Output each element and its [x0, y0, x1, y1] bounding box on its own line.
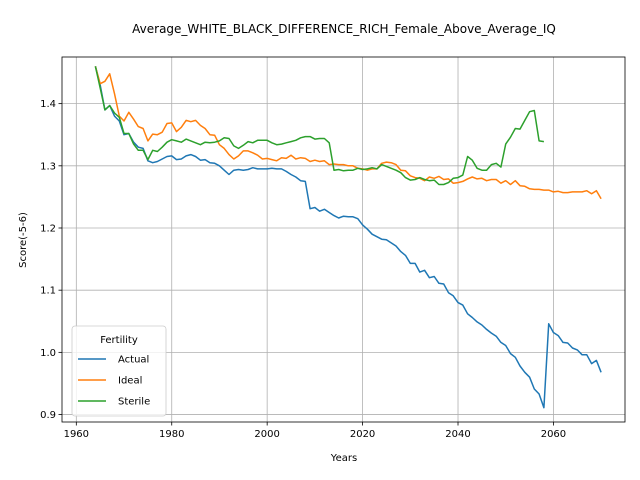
x-tick-label: 2040 [445, 429, 470, 440]
x-tick-label: 1980 [159, 429, 184, 440]
series-line-ideal [94, 66, 602, 200]
axis-ticks: 1960 1980 2000 2020 2040 2060 0.9 1.0 1.1 1.2 1.3 1… [40, 99, 566, 440]
x-tick-label: 1960 [64, 429, 89, 440]
y-tick-label: 1.3 [40, 161, 56, 172]
series-line-actual [94, 66, 602, 409]
y-tick-label: 1.2 [40, 223, 56, 234]
y-tick-label: 1.0 [40, 348, 56, 359]
legend-box [71, 325, 167, 417]
plot-frame [61, 56, 626, 423]
y-tick-label: 1.1 [40, 286, 56, 297]
series-lines [94, 66, 602, 409]
y-axis-label: Score(-5-6) [18, 212, 29, 268]
legend-entry-actual: Actual [118, 355, 149, 366]
legend-entry-ideal: Ideal [118, 376, 142, 387]
y-tick-label: 1.4 [40, 99, 56, 110]
series-line-sterile [94, 66, 545, 186]
chart-title: Average_WHITE_BLACK_DIFFERENCE_RICH_Fema… [132, 22, 556, 36]
legend-title: Fertility [100, 335, 138, 346]
x-tick-label: 2060 [541, 429, 566, 440]
x-axis-label: Years [330, 453, 357, 464]
legend: Fertility Actual Ideal Sterile [71, 325, 167, 417]
x-tick-label: 2000 [254, 429, 279, 440]
x-tick-label: 2020 [350, 429, 375, 440]
legend-entry-sterile: Sterile [118, 397, 150, 408]
y-tick-label: 0.9 [40, 410, 56, 421]
